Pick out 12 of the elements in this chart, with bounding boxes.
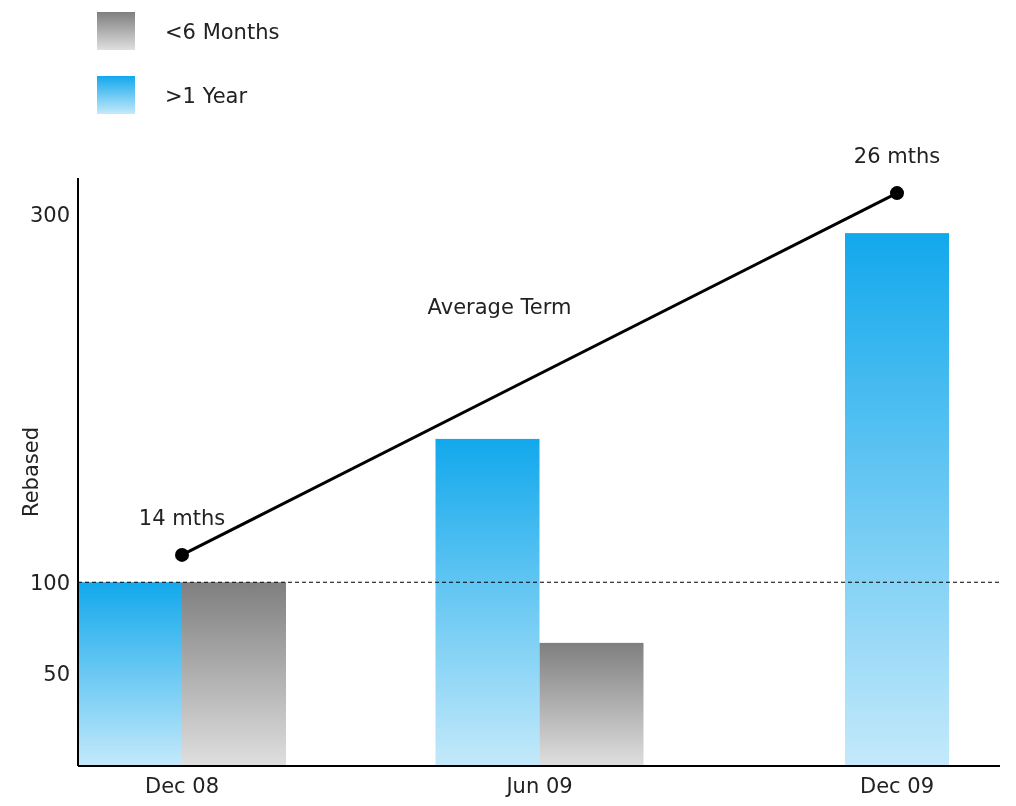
x-tick-label: Dec 09 <box>859 774 935 798</box>
y-axis-title: Rebased <box>19 427 43 517</box>
x-tick-label: Jun 09 <box>504 774 573 798</box>
y-tick-label: 300 <box>29 203 70 228</box>
legend-label: >1 Year <box>165 84 248 108</box>
data-label: 14 mths <box>138 505 226 530</box>
legend-label: <6 Months <box>165 20 280 44</box>
y-tick-label: 100 <box>29 570 70 595</box>
y-tick-label: 50 <box>43 662 70 687</box>
x-tick-label: Dec 08 <box>144 774 220 798</box>
data-label: 26 mths <box>853 144 941 169</box>
series-label: Average Term <box>427 295 572 319</box>
